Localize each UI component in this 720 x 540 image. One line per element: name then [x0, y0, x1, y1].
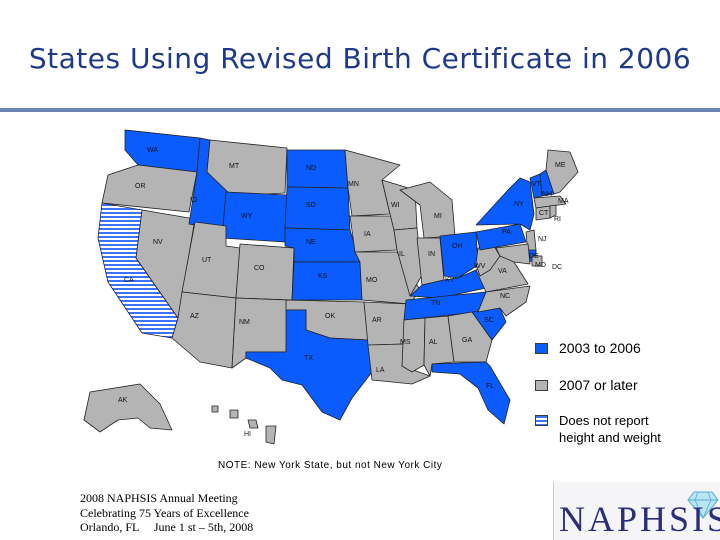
- label-va: VA: [498, 268, 507, 275]
- legend-label-2007-later: 2007 or later: [559, 377, 638, 393]
- label-oh: OH: [452, 243, 463, 250]
- label-ma: MA: [558, 198, 569, 205]
- label-id: ID: [190, 197, 197, 204]
- label-hi: HI: [244, 431, 251, 438]
- state-ne[interactable]: [284, 227, 361, 263]
- state-ks[interactable]: [291, 261, 363, 301]
- label-co: CO: [254, 265, 265, 272]
- label-sd: SD: [306, 202, 316, 209]
- state-ri[interactable]: [549, 204, 557, 219]
- label-tn: TN: [431, 300, 440, 307]
- state-pa[interactable]: [475, 223, 527, 251]
- label-nc: NC: [500, 293, 510, 300]
- label-vt: VT: [532, 181, 542, 188]
- label-ak: AK: [118, 397, 128, 404]
- label-mi: MI: [434, 213, 442, 220]
- footer-line-1: 2008 NAPHSIS Annual Meeting: [80, 491, 238, 505]
- label-ar: AR: [372, 317, 382, 324]
- label-mo: MO: [366, 277, 378, 284]
- label-me: ME: [555, 162, 566, 169]
- state-ak[interactable]: [83, 383, 173, 433]
- label-or: OR: [135, 183, 146, 190]
- label-in: IN: [428, 251, 435, 258]
- label-wy: WY: [241, 213, 253, 220]
- state-md[interactable]: [495, 243, 531, 265]
- state-wy[interactable]: [221, 191, 288, 243]
- label-ri: RI: [554, 216, 561, 223]
- label-ga: GA: [462, 337, 472, 344]
- label-ks: KS: [318, 273, 328, 280]
- legend-swatch-2003-2006: [535, 343, 548, 354]
- state-in[interactable]: [416, 237, 445, 286]
- state-sd[interactable]: [284, 186, 351, 231]
- state-ga[interactable]: [447, 311, 493, 363]
- footer-line-3: Orlando, FL June 1 st – 5th, 2008: [80, 520, 254, 534]
- legend-label-2003-2006: 2003 to 2006: [559, 340, 641, 356]
- label-md: MD: [535, 262, 546, 269]
- label-ms: MS: [400, 339, 411, 346]
- state-me[interactable]: [545, 149, 579, 195]
- label-ca: CA: [124, 277, 134, 284]
- label-nv: NV: [153, 239, 163, 246]
- legend-swatch-no-report: [535, 415, 548, 426]
- label-wa: WA: [147, 147, 158, 154]
- map-note: NOTE: New York State, but not New York C…: [218, 460, 443, 471]
- state-ma[interactable]: [533, 195, 567, 209]
- state-az[interactable]: [171, 291, 237, 369]
- label-az: AZ: [190, 313, 200, 320]
- state-or[interactable]: [101, 164, 198, 213]
- label-wi: WI: [391, 202, 400, 209]
- state-il[interactable]: [393, 227, 423, 297]
- label-fl: FL: [486, 383, 494, 390]
- legend-swatch-2007-later: [535, 380, 548, 391]
- label-wv: WV: [474, 263, 486, 270]
- diamond-icon: [687, 491, 719, 519]
- label-dc: DC: [552, 264, 562, 271]
- logo-text: NAPHSIS: [559, 499, 720, 539]
- label-la: LA: [376, 367, 385, 374]
- label-al: AL: [429, 339, 438, 346]
- legend-label-no-report: Does not report height and weight: [559, 413, 661, 445]
- state-oh[interactable]: [439, 231, 479, 279]
- label-pa: PA: [502, 229, 511, 236]
- label-nj: NJ: [538, 236, 547, 243]
- state-hi[interactable]: [211, 405, 277, 445]
- label-ct: CT: [539, 210, 549, 217]
- state-nd[interactable]: [286, 149, 349, 189]
- label-tx: TX: [304, 355, 313, 362]
- label-nd: ND: [306, 165, 316, 172]
- label-ok: OK: [325, 313, 335, 320]
- label-ne: NE: [306, 239, 316, 246]
- page-title: States Using Revised Birth Certificate i…: [28, 42, 692, 75]
- naphsis-logo: NAPHSIS: [553, 482, 720, 540]
- state-fl[interactable]: [431, 361, 511, 425]
- label-ia: IA: [364, 231, 371, 238]
- label-nm: NM: [239, 319, 250, 326]
- state-dc[interactable]: [531, 255, 543, 267]
- state-ms[interactable]: [401, 317, 426, 373]
- label-ky: KY: [445, 277, 455, 284]
- label-mn: MN: [348, 181, 359, 188]
- state-tx[interactable]: [245, 309, 373, 421]
- label-il: IL: [399, 251, 405, 258]
- label-nh: NH: [542, 191, 552, 198]
- title-divider: [0, 108, 720, 112]
- label-de: DE: [529, 253, 539, 260]
- label-ny: NY: [514, 201, 524, 208]
- state-ia[interactable]: [349, 215, 398, 253]
- footer-meeting-info: 2008 NAPHSIS Annual Meeting Celebrating …: [80, 491, 253, 535]
- label-mt: MT: [229, 163, 240, 170]
- state-co[interactable]: [235, 243, 295, 301]
- label-sc: SC: [484, 317, 494, 324]
- label-ut: UT: [202, 257, 212, 264]
- footer-line-2: Celebrating 75 Years of Excellence: [80, 505, 249, 520]
- state-ny[interactable]: [475, 177, 535, 231]
